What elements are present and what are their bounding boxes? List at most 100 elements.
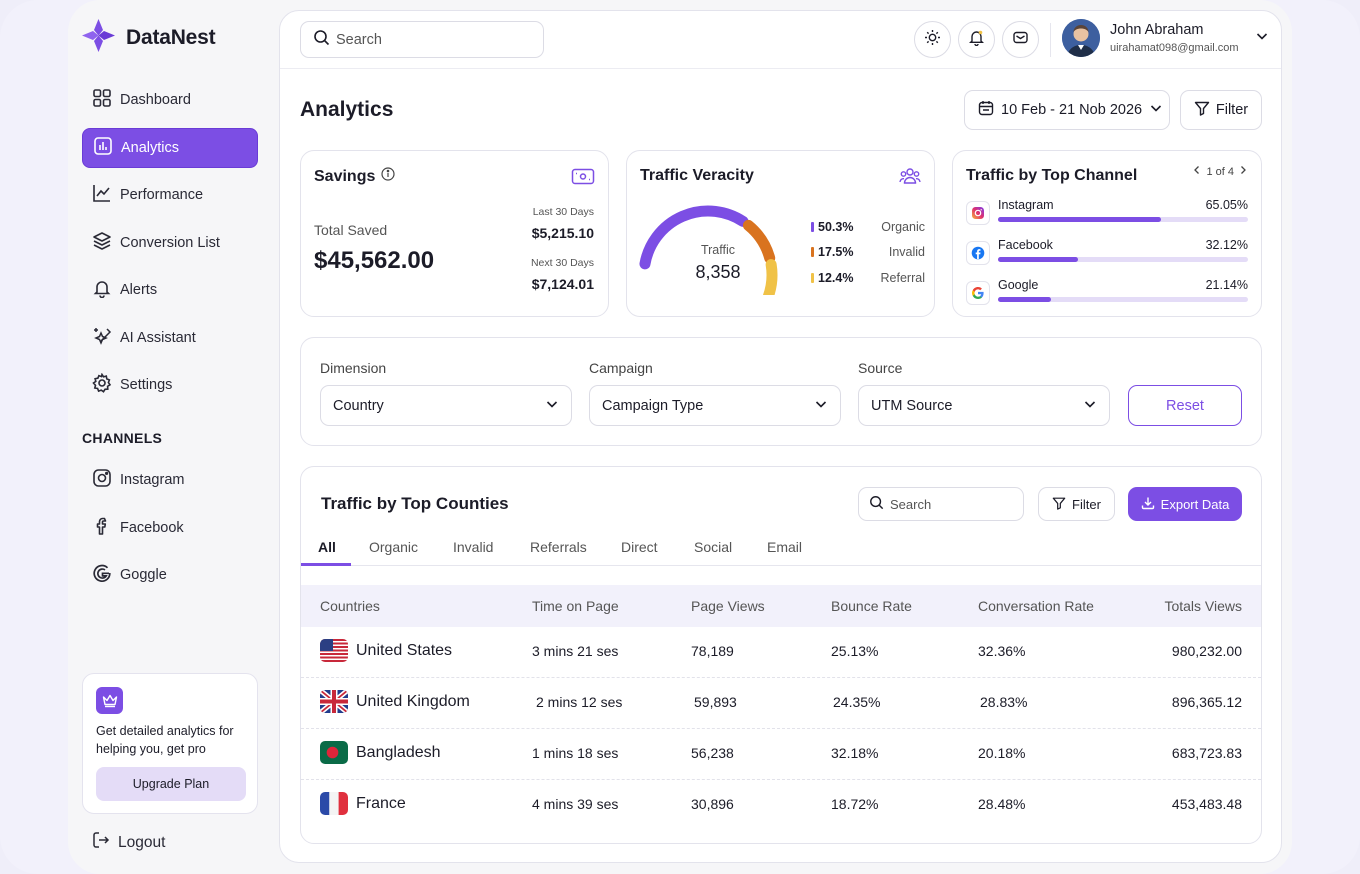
dimension-select[interactable]: Country: [320, 385, 572, 426]
bounce-rate-cell: 18.72%: [831, 796, 879, 812]
sidebar-item-performance[interactable]: Performance: [82, 175, 258, 215]
date-range-picker[interactable]: 10 Feb - 21 Nob 2026: [964, 90, 1170, 130]
channel-row-instagram[interactable]: Instagram 65.05%: [966, 198, 1248, 228]
country-name: Bangladesh: [356, 743, 441, 761]
legend-swatch: [811, 247, 814, 257]
source-select[interactable]: UTM Source: [858, 385, 1110, 426]
table-row[interactable]: United States 3 mins 21 ses 78,189 25.13…: [301, 627, 1261, 678]
sidebar-item-alerts[interactable]: Alerts: [82, 270, 258, 310]
column-header[interactable]: Conversation Rate: [978, 598, 1094, 614]
legend-referral: 12.4% Referral: [811, 271, 925, 285]
table-row[interactable]: United Kingdom 2 mins 12 ses 59,893 24.3…: [301, 678, 1261, 729]
next-30-days-value: $7,124.01: [531, 276, 594, 292]
date-range-label: 10 Feb - 21 Nob 2026: [1001, 102, 1143, 118]
gauge-segment-invalid: [742, 219, 776, 264]
legend-swatch: [811, 222, 814, 232]
chevron-right-icon[interactable]: [1239, 165, 1247, 178]
tab-social[interactable]: Social: [694, 539, 733, 555]
user-menu[interactable]: John Abraham uirahamat098@gmail.com: [1062, 19, 1269, 57]
notifications-button[interactable]: [958, 21, 995, 58]
column-header[interactable]: Page Views: [691, 598, 765, 614]
filter-button[interactable]: Filter: [1180, 90, 1262, 130]
brand[interactable]: DataNest: [81, 18, 216, 58]
column-header[interactable]: Totals Views: [1164, 598, 1242, 614]
topbar: Search John Abraham uira: [280, 11, 1281, 69]
search-placeholder: Search: [336, 31, 382, 48]
campaign-select[interactable]: Campaign Type: [589, 385, 841, 426]
filter-label: Filter: [1072, 496, 1101, 512]
table-filter-button[interactable]: Filter: [1038, 487, 1115, 521]
conversation-rate-cell: 28.83%: [980, 694, 1028, 710]
column-header[interactable]: Bounce Rate: [831, 598, 912, 614]
sidebar-item-instagram[interactable]: Instagram: [82, 460, 258, 500]
legend-name: Organic: [881, 220, 925, 234]
campaign-label: Campaign: [589, 360, 653, 376]
messages-button[interactable]: [1002, 21, 1039, 58]
sidebar-item-label: Instagram: [120, 472, 185, 488]
channels-section-title: CHANNELS: [82, 430, 163, 446]
sidebar-item-analytics[interactable]: Analytics: [82, 127, 258, 168]
conversation-rate-cell: 20.18%: [978, 745, 1026, 761]
search-input[interactable]: Search: [300, 21, 544, 58]
tab-email[interactable]: Email: [767, 539, 803, 555]
tab-referrals[interactable]: Referrals: [530, 539, 587, 555]
chevron-left-icon[interactable]: [1193, 165, 1201, 178]
search-icon: [313, 29, 330, 50]
search-placeholder: Search: [890, 496, 932, 512]
active-tab-indicator: [301, 563, 351, 566]
table-header: Countries Time on Page Page Views Bounce…: [301, 585, 1261, 627]
countries-table-card: Traffic by Top Counties Search Filter Ex…: [300, 466, 1262, 844]
channel-row-google[interactable]: Google 21.14%: [966, 278, 1248, 308]
channel-progress-track: [998, 257, 1248, 262]
table-row[interactable]: France 4 mins 39 ses 30,896 18.72% 28.48…: [301, 780, 1261, 831]
channel-progress-fill: [998, 217, 1161, 222]
column-header[interactable]: Countries: [320, 598, 380, 614]
column-header[interactable]: Time on Page: [532, 598, 619, 614]
export-data-button[interactable]: Export Data: [1128, 487, 1242, 521]
tab-direct[interactable]: Direct: [621, 539, 658, 555]
bounce-rate-cell: 32.18%: [831, 745, 879, 761]
sidebar-item-label: Goggle: [120, 567, 167, 583]
user-email: uirahamat098@gmail.com: [1110, 42, 1239, 54]
logout-button[interactable]: Logout: [92, 831, 165, 854]
sidebar-nav: Dashboard Analytics Performance Conversi…: [82, 80, 258, 413]
upgrade-card: Get detailed analytics for helping you, …: [82, 673, 258, 814]
info-icon[interactable]: [381, 167, 395, 186]
sidebar-item-goggle[interactable]: Goggle: [82, 555, 258, 595]
download-icon: [1141, 496, 1155, 513]
sidebar-item-facebook[interactable]: Facebook: [82, 508, 258, 548]
top-channel-title: Traffic by Top Channel: [966, 167, 1138, 184]
sidebar-item-settings[interactable]: Settings: [82, 365, 258, 405]
sidebar-item-label: AI Assistant: [120, 329, 196, 346]
channel-name: Google: [998, 278, 1039, 292]
time-on-page-cell: 1 mins 18 ses: [532, 745, 619, 761]
table-search-input[interactable]: Search: [858, 487, 1024, 521]
conversation-rate-cell: 28.48%: [978, 796, 1026, 812]
reset-button[interactable]: Reset: [1128, 385, 1242, 426]
sidebar-item-conversion-list[interactable]: Conversion List: [82, 223, 258, 263]
channel-row-facebook[interactable]: Facebook 32.12%: [966, 238, 1248, 268]
sidebar-item-dashboard[interactable]: Dashboard: [82, 80, 258, 120]
sidebar-item-label: Conversion List: [120, 234, 220, 251]
sidebar-item-ai-assistant[interactable]: AI Assistant: [82, 318, 258, 358]
traffic-gauge: [639, 205, 778, 295]
export-label: Export Data: [1160, 496, 1230, 512]
time-on-page-cell: 2 mins 12 ses: [536, 694, 623, 710]
channel-progress-track: [998, 217, 1248, 222]
table-row[interactable]: Bangladesh 1 mins 18 ses 56,238 32.18% 2…: [301, 729, 1261, 780]
theme-toggle-button[interactable]: [914, 21, 951, 58]
avatar: [1062, 19, 1100, 57]
main-panel: Search John Abraham uira: [279, 10, 1282, 863]
logout-icon: [92, 831, 110, 854]
sidebar-item-label: Settings: [120, 377, 173, 393]
total-saved-value: $45,562.00: [314, 247, 435, 274]
tab-all[interactable]: All: [318, 539, 336, 555]
facebook-icon: [966, 241, 990, 265]
legend-pct: 12.4%: [818, 271, 854, 285]
sidebar-item-label: Dashboard: [120, 92, 191, 108]
tab-organic[interactable]: Organic: [369, 539, 419, 555]
upgrade-plan-button[interactable]: Upgrade Plan: [96, 767, 246, 801]
tab-invalid[interactable]: Invalid: [453, 539, 494, 555]
legend-organic: 50.3% Organic: [811, 220, 925, 234]
user-name: John Abraham: [1110, 22, 1204, 38]
